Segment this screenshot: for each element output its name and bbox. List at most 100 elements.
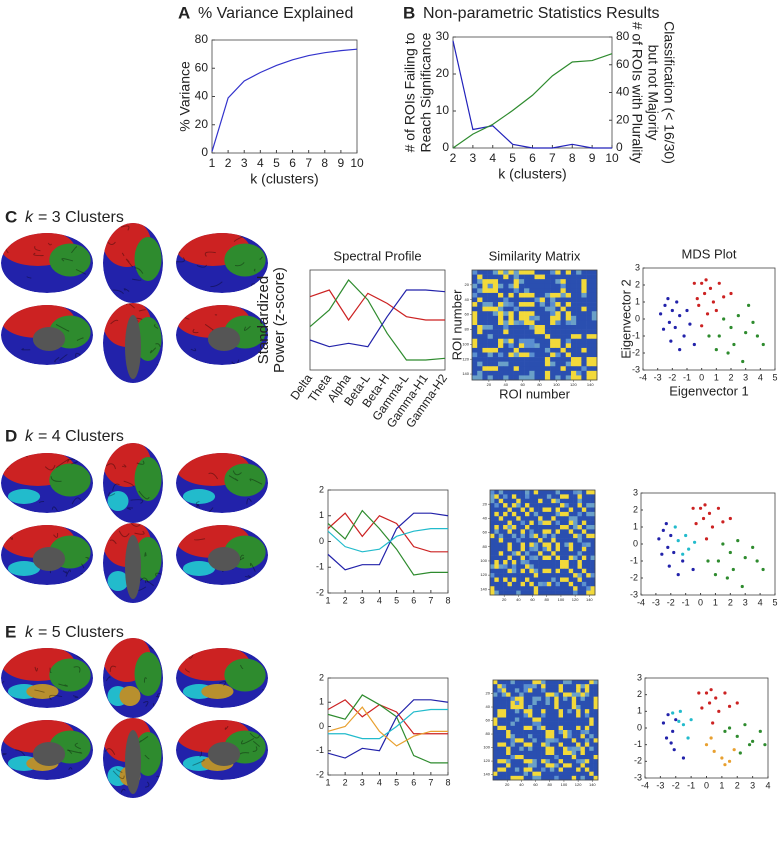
matrix-cell: [501, 688, 507, 693]
matrix-cell: [508, 338, 514, 344]
matrix-cell: [497, 738, 503, 743]
matrix-cell: [523, 725, 529, 731]
matrix-cell: [529, 352, 535, 358]
matrix-cell: [482, 283, 488, 289]
matrix-cell: [525, 586, 530, 591]
matrix-cell: [520, 546, 526, 552]
matrix-cell: [493, 692, 498, 697]
y-tick-label: 20: [483, 501, 488, 506]
matrix-cell: [477, 315, 483, 321]
matrix-cell: [508, 343, 514, 349]
matrix-cell: [497, 713, 503, 718]
matrix-cell: [514, 696, 520, 702]
brain-sulcus: [71, 461, 79, 465]
y-tick-label: 80: [486, 731, 491, 736]
matrix-cell: [501, 750, 507, 756]
matrix-cell: [545, 763, 551, 768]
matrix-cell: [518, 334, 525, 340]
matrix-cell: [586, 494, 591, 500]
row-title: k = 5 Clusters: [25, 624, 124, 641]
matrix-cell: [487, 274, 494, 280]
matrix-cell: [576, 347, 582, 353]
matrix-cell: [536, 755, 542, 760]
x-tick-label: 2: [728, 597, 733, 607]
matrix-cell: [501, 680, 507, 685]
matrix-cell: [570, 347, 577, 353]
brain-sulcus: [144, 754, 150, 760]
matrix-cell: [490, 538, 495, 543]
matrix-cell: [506, 771, 511, 777]
matrix-cell: [593, 684, 599, 689]
matrix-cell: [546, 573, 552, 578]
matrix-cell: [565, 343, 572, 349]
matrix-cell: [472, 315, 478, 321]
matrix-cell: [508, 370, 514, 376]
matrix-cell: [529, 507, 535, 513]
matrix-cell: [524, 375, 530, 381]
matrix-cell: [528, 684, 533, 689]
matrix-cell: [498, 361, 504, 367]
matrix-cell: [494, 525, 500, 530]
matrix-cell: [591, 288, 598, 294]
x-tick-label: 8: [445, 777, 450, 787]
matrix-cell: [580, 763, 586, 768]
matrix-cell: [539, 352, 546, 358]
matrix-cell: [498, 542, 504, 548]
matrix-cell: [477, 357, 483, 362]
matrix-cell: [573, 581, 578, 587]
matrix-cell: [477, 297, 483, 303]
matrix-cell: [571, 713, 577, 718]
matrix-cell: [528, 688, 533, 693]
matrix-cell: [541, 713, 546, 718]
matrix-cell: [510, 717, 516, 722]
matrix-cell: [571, 734, 577, 739]
brain-medial: [32, 742, 66, 766]
matrix-cell: [513, 375, 520, 381]
matrix-cell: [511, 529, 517, 535]
y-label: Eigenvector 2: [618, 279, 633, 359]
matrix-cell: [568, 533, 574, 539]
matrix-cell: [546, 525, 552, 530]
brain-sulcus: [155, 572, 162, 577]
matrix-cell: [581, 490, 587, 495]
matrix-cell: [529, 338, 535, 344]
matrix-cell: [542, 525, 548, 530]
matrix-cell: [584, 725, 590, 731]
matrix-cell: [581, 325, 587, 330]
matrix-cell: [573, 503, 578, 508]
matrix-cell: [520, 507, 526, 513]
matrix-cell: [514, 775, 520, 781]
brain-sulcus: [224, 725, 229, 730]
matrix-cell: [538, 564, 543, 570]
matrix-cell: [528, 725, 533, 731]
matrix-cell: [532, 692, 538, 697]
scatter-point: [744, 331, 748, 335]
brain-sulcus: [145, 781, 150, 788]
brain-sulcus: [110, 319, 119, 325]
matrix-cell: [493, 688, 498, 693]
matrix-cell: [524, 274, 530, 280]
matrix-cell: [490, 586, 495, 591]
matrix-cell: [525, 546, 530, 552]
matrix-cell: [520, 529, 526, 535]
y-tick-label: 3: [637, 672, 642, 682]
y-tick-label: 1: [637, 706, 642, 716]
matrix-cell: [508, 302, 514, 307]
brain-sulcus: [56, 459, 70, 469]
matrix-cell: [590, 494, 596, 500]
scatter-point: [689, 718, 693, 722]
matrix-cell: [549, 717, 555, 722]
matrix-cell: [586, 590, 591, 596]
matrix-cell: [538, 494, 543, 500]
matrix-cell: [571, 688, 577, 693]
matrix-cell: [472, 329, 478, 335]
matrix-cell: [545, 738, 551, 743]
matrix-cell: [581, 520, 587, 526]
brain-sulcus: [15, 749, 26, 756]
matrix-cell: [472, 283, 478, 289]
matrix-cell: [533, 586, 539, 591]
x-tick-label: 5: [509, 151, 516, 165]
scatter-point: [732, 342, 736, 347]
matrix-cell: [593, 709, 599, 714]
matrix-cell: [494, 590, 500, 596]
